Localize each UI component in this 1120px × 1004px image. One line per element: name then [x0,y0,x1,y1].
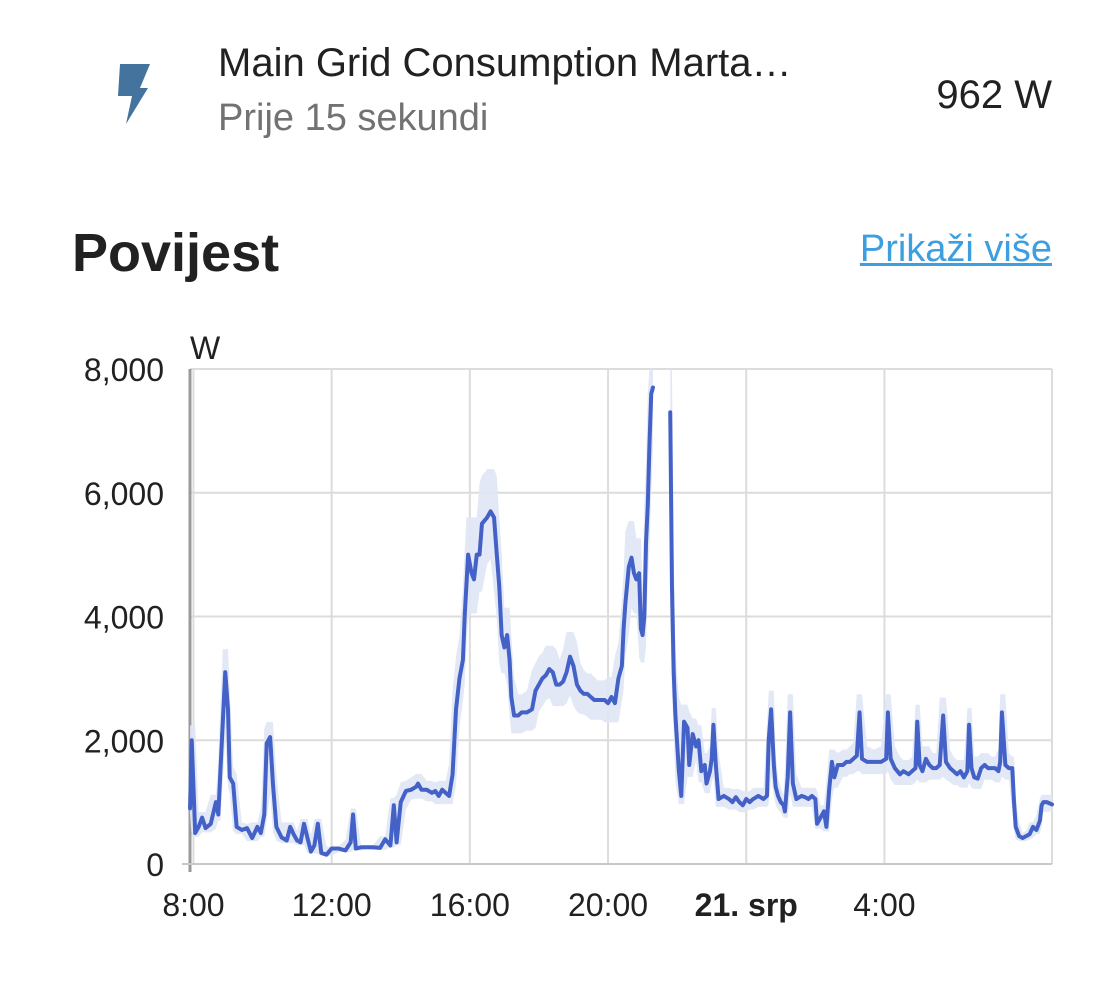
series-1-range-band [190,369,653,856]
x-tick-label: 21. srp [695,887,798,923]
y-tick-label: 0 [146,847,164,883]
entity-name: Main Grid Consumption Marta… [218,41,792,85]
y-tick-label: 2,000 [84,723,164,759]
x-tick-label: 12:00 [292,887,372,923]
series-1-line [188,385,655,857]
series-2-line [668,410,1054,841]
x-tick-label: 16:00 [430,887,510,923]
y-tick-label: 6,000 [84,476,164,512]
history-title: Povijest [72,223,280,283]
x-tick-label: 4:00 [853,887,915,923]
entity-row[interactable]: Main Grid Consumption Marta… Prije 15 se… [0,0,1120,180]
history-chart[interactable]: 0 2,000 4,000 6,000 8,000 8:00 12:00 16:00 20:00… [0,310,1120,990]
history-chart-svg[interactable]: 0 2,000 4,000 6,000 8,000 8:00 12:00 16:00 20:00… [0,310,1120,990]
unit-label: W [190,330,221,366]
x-tick-label: 20:00 [568,887,648,923]
x-tick-label: 8:00 [162,887,224,923]
show-more-link[interactable]: Prikaži više [859,228,1052,270]
entity-state-value: 962 W [936,73,1052,117]
y-tick-label: 4,000 [84,600,164,636]
last-changed-time: Prije 15 sekundi [218,97,489,139]
lightning-bolt-icon [110,62,150,126]
y-tick-label: 8,000 [84,352,164,388]
